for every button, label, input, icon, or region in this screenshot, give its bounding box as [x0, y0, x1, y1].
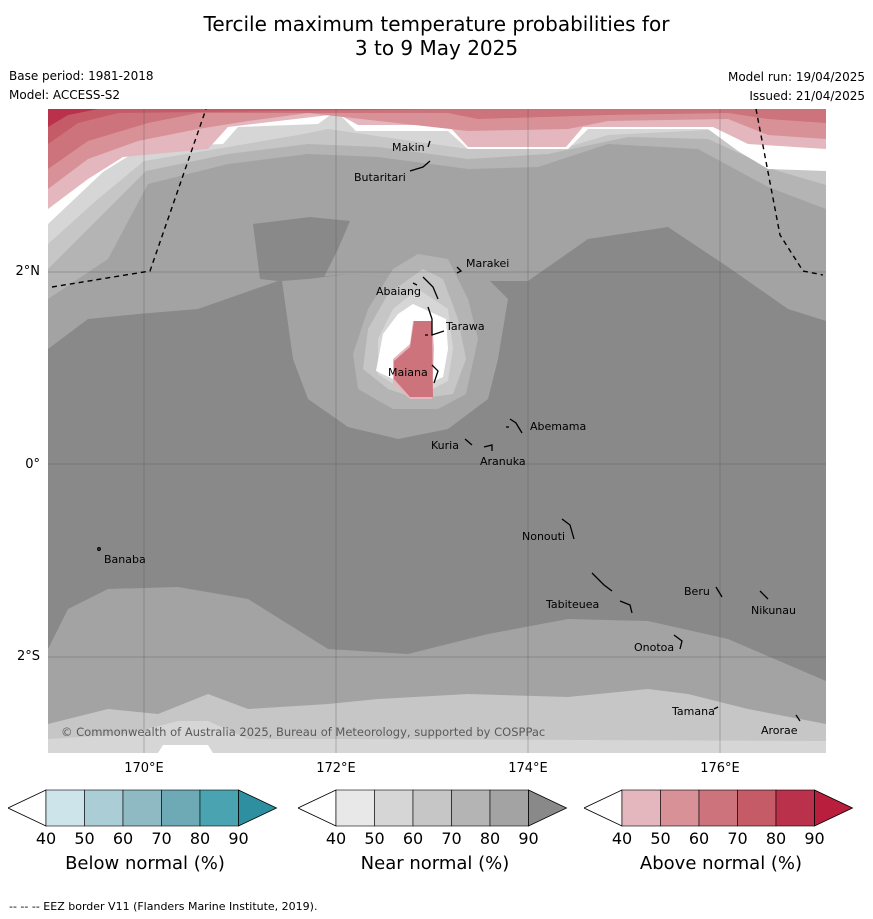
colorbar-tick-label: 90	[518, 829, 539, 848]
island-label-arorae: Arorae	[761, 724, 798, 737]
colorbar-segment	[489, 789, 529, 827]
lon-label-170e: 170°E	[124, 761, 164, 776]
colorbar-segment	[660, 789, 700, 827]
colorbar-segment	[199, 789, 239, 827]
colorbar-segment	[775, 789, 815, 827]
model-name: Model: ACCESS-S2	[9, 88, 121, 102]
island-label-tamana: Tamana	[671, 705, 715, 718]
contour-near-60	[48, 109, 826, 349]
colorbar-tick-label: 70	[441, 829, 462, 848]
island-label-butaritari: Butaritari	[354, 171, 406, 184]
colorbar-segment	[122, 789, 162, 827]
lat-label-2n: 2°N	[15, 264, 41, 279]
colorbar-extend-low	[584, 789, 623, 827]
lon-label-176e: 176°E	[700, 761, 740, 776]
colorbar-tick-label: 60	[402, 829, 424, 848]
gridlines	[48, 109, 826, 753]
contour-near-45	[48, 109, 826, 269]
colorbar-tick-label: 40	[611, 829, 633, 848]
lon-label-174e: 174°E	[508, 761, 548, 776]
island-label-marakei: Marakei	[466, 257, 509, 270]
contour-above-80-north	[48, 109, 98, 127]
contour-near-40-south	[48, 721, 826, 753]
colorbar-segment	[698, 789, 738, 827]
colorbar-segment	[451, 789, 491, 827]
colorbar-segment	[737, 789, 777, 827]
colorbar-tick-label: 40	[35, 829, 57, 848]
contour-near-70-blob	[253, 217, 350, 281]
colorbar-tick-label: 60	[112, 829, 134, 848]
contour-central-above-60	[394, 321, 433, 397]
colorbar-tick-label: 80	[189, 829, 211, 848]
colorbar-above-label: Above normal (%)	[639, 853, 803, 874]
colorbar-segment	[335, 789, 375, 827]
colorbar-below	[8, 789, 278, 827]
contour-near-50	[48, 109, 826, 299]
map-title: Tercile maximum temperature probabilitie…	[0, 12, 873, 60]
model-run: Model run: 19/04/2025	[727, 70, 865, 84]
colorbar-near-label: Near normal (%)	[360, 853, 510, 874]
issued-date: Issued: 21/04/2025	[749, 89, 865, 103]
colorbar-near	[298, 789, 568, 827]
colorbar-segment	[45, 789, 85, 827]
colorbar-tick-label: 70	[727, 829, 748, 848]
colorbar-above	[584, 789, 854, 827]
island-label-tarawa: Tarawa	[445, 320, 485, 333]
colorbar-tick-label: 60	[688, 829, 710, 848]
contour-white-south	[158, 745, 213, 753]
colorbar-tick-label: 90	[228, 829, 249, 848]
map-panel[interactable]: Makin Butaritari Marakei Abaiang Tarawa …	[48, 109, 826, 753]
island-label-maiana: Maiana	[388, 366, 428, 379]
colorbar-tick-label: 90	[804, 829, 825, 848]
contour-above-60-north	[48, 109, 826, 169]
island-label-nikunau: Nikunau	[751, 604, 796, 617]
island-label-banaba: Banaba	[104, 553, 146, 566]
colorbar-extend-high	[528, 789, 568, 827]
lat-label-0: 0°	[25, 457, 40, 472]
colorbar-segment	[84, 789, 124, 827]
colorbar-extend-low	[8, 789, 47, 827]
island-label-onotoa: Onotoa	[634, 641, 674, 654]
eez-borders	[51, 109, 824, 288]
colorbar-extend-low	[298, 789, 337, 827]
base-period: Base period: 1981-2018	[9, 69, 154, 83]
island-label-tabiteuea: Tabiteuea	[545, 598, 599, 611]
island-label-nonouti: Nonouti	[522, 530, 565, 543]
eez-legend-footer: -- -- -- EEZ border V11 (Flanders Marine…	[9, 900, 318, 913]
contour-near-40	[48, 109, 826, 244]
island-label-abemama: Abemama	[530, 420, 586, 433]
island-labels: Makin Butaritari Marakei Abaiang Tarawa …	[104, 141, 798, 737]
island-outlines	[97, 140, 801, 722]
title-line-2: 3 to 9 May 2025	[354, 36, 519, 60]
contour-above-70-north	[48, 109, 826, 144]
island-label-aranuka: Aranuka	[480, 455, 526, 468]
island-label-beru: Beru	[684, 585, 710, 598]
colorbar-segment	[161, 789, 201, 827]
island-label-kuria: Kuria	[431, 439, 459, 452]
island-label-makin: Makin	[392, 141, 425, 154]
colorbar-tick-label: 50	[364, 829, 385, 848]
colorbar-tick-label: 80	[765, 829, 787, 848]
colorbar-segment	[412, 789, 452, 827]
island-label-abaiang: Abaiang	[376, 285, 421, 298]
colorbar-segment	[374, 789, 414, 827]
lat-label-2s: 2°S	[16, 649, 40, 664]
lon-label-172e: 172°E	[316, 761, 356, 776]
colorbar-segment	[621, 789, 661, 827]
colorbar-extend-high	[814, 789, 854, 827]
copyright-text: © Commonwealth of Australia 2025, Bureau…	[61, 725, 545, 739]
colorbar-tick-label: 50	[650, 829, 671, 848]
title-line-1: Tercile maximum temperature probabilitie…	[203, 12, 670, 36]
colorbar-tick-label: 40	[325, 829, 347, 848]
colorbar-tick-label: 70	[151, 829, 172, 848]
colorbar-extend-high	[238, 789, 278, 827]
colorbar-tick-label: 50	[74, 829, 95, 848]
colorbar-tick-label: 80	[479, 829, 501, 848]
colorbar-below-label: Below normal (%)	[65, 853, 225, 874]
